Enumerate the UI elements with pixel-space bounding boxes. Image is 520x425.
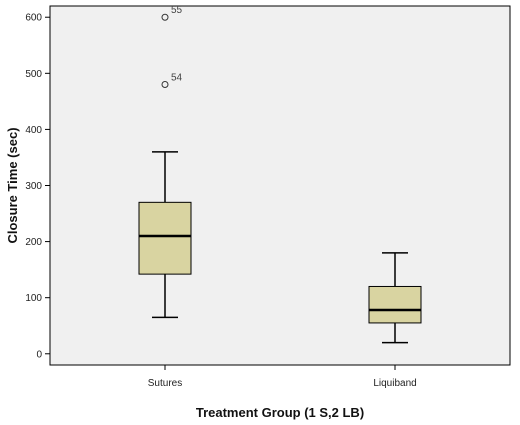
y-tick-label: 500 (25, 69, 42, 80)
x-tick-label-sutures: Sutures (148, 378, 182, 389)
y-tick-label: 300 (25, 181, 42, 192)
y-tick-label: 0 (36, 349, 42, 360)
outlier-label: 54 (171, 73, 183, 84)
x-axis-title: Treatment Group (1 S,2 LB) (196, 405, 364, 420)
boxes-group: 54 55 (138, 5, 422, 344)
iqr-box (138, 201, 192, 275)
y-tick-label: 200 (25, 237, 42, 248)
y-tick-label: 400 (25, 125, 42, 136)
x-tick-label-liquiband: Liquiband (373, 378, 416, 389)
y-tick-label: 600 (25, 13, 42, 24)
outlier-point (161, 13, 169, 21)
box-sutures: 54 55 (138, 5, 192, 319)
iqr-box (368, 285, 422, 324)
outlier-point (161, 81, 169, 89)
box-liquiband (368, 252, 422, 344)
outlier-label: 55 (171, 5, 183, 16)
y-axis-title: Closure Time (sec) (5, 127, 20, 243)
y-axis: 0 100 200 300 400 500 600 (25, 13, 50, 360)
y-tick-label: 100 (25, 293, 42, 304)
plot-area (49, 5, 511, 366)
x-axis: Sutures Liquiband (148, 365, 417, 389)
